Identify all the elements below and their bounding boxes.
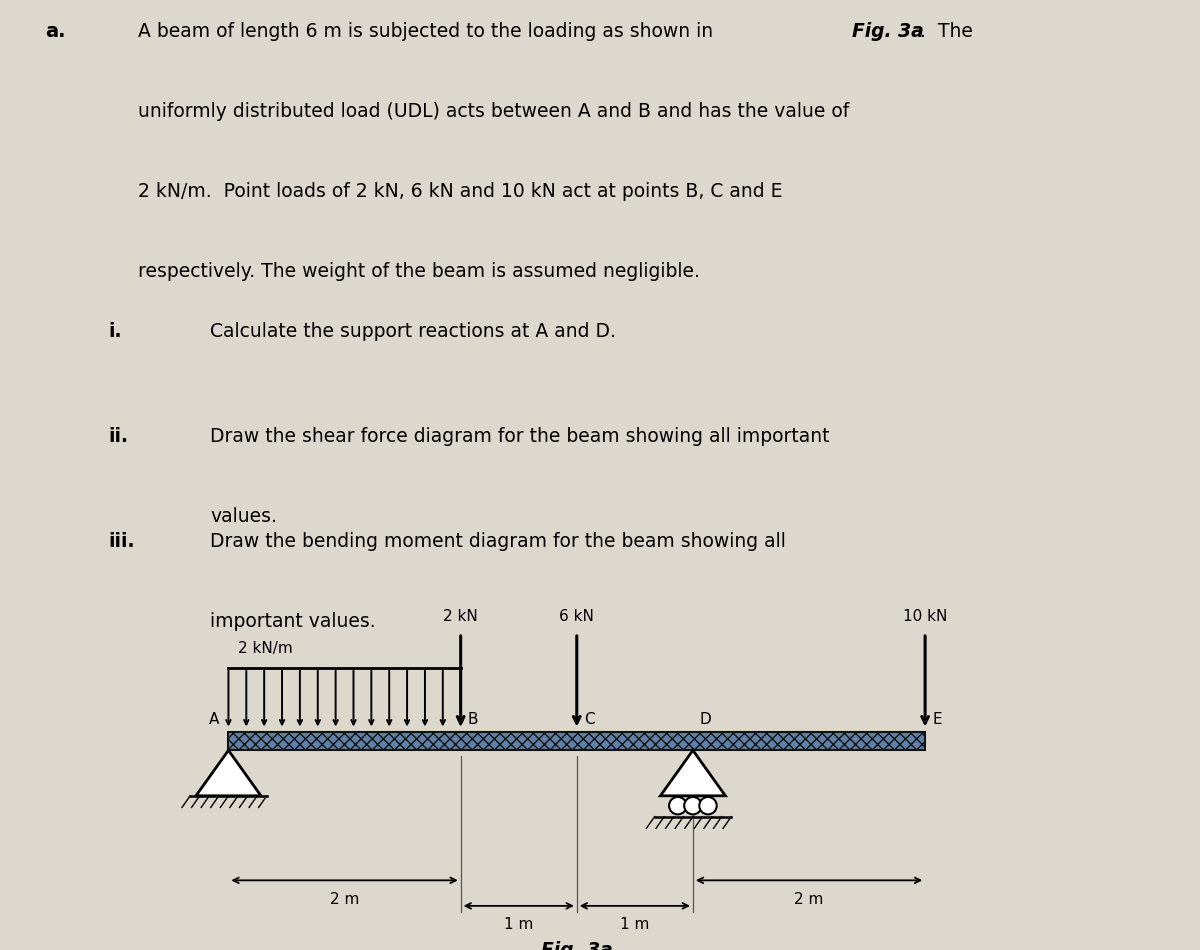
Polygon shape (660, 750, 725, 796)
Text: .  The: . The (920, 22, 973, 41)
Text: i.: i. (108, 322, 121, 341)
Text: B: B (468, 712, 478, 727)
Text: A: A (209, 712, 220, 727)
Text: 2 m: 2 m (794, 892, 823, 907)
Text: 2 m: 2 m (330, 892, 359, 907)
Text: 6 kN: 6 kN (559, 609, 594, 624)
Text: values.: values. (210, 507, 277, 526)
Text: 2 kN: 2 kN (443, 609, 478, 624)
Text: 1 m: 1 m (504, 918, 534, 933)
Text: 10 kN: 10 kN (902, 609, 947, 624)
Text: important values.: important values. (210, 612, 376, 631)
Text: A beam of length 6 m is subjected to the loading as shown in: A beam of length 6 m is subjected to the… (138, 22, 719, 41)
Text: Draw the shear force diagram for the beam showing all important: Draw the shear force diagram for the bea… (210, 428, 829, 446)
Text: D: D (700, 712, 712, 727)
Text: Draw the bending moment diagram for the beam showing all: Draw the bending moment diagram for the … (210, 532, 786, 551)
Polygon shape (196, 750, 260, 796)
Text: ii.: ii. (108, 428, 128, 446)
Text: respectively. The weight of the beam is assumed negligible.: respectively. The weight of the beam is … (138, 261, 700, 280)
Text: Fig. 3a: Fig. 3a (541, 940, 613, 950)
Bar (228, 732, 925, 750)
Text: Calculate the support reactions at A and D.: Calculate the support reactions at A and… (210, 322, 616, 341)
Text: uniformly distributed load (UDL) acts between A and B and has the value of: uniformly distributed load (UDL) acts be… (138, 102, 850, 121)
Text: 2 kN/m.  Point loads of 2 kN, 6 kN and 10 kN act at points B, C and E: 2 kN/m. Point loads of 2 kN, 6 kN and 10… (138, 181, 782, 200)
Circle shape (670, 797, 686, 814)
Text: 2 kN/m: 2 kN/m (238, 641, 293, 656)
Text: Fig. 3a: Fig. 3a (852, 22, 924, 41)
Circle shape (684, 797, 702, 814)
Text: E: E (932, 712, 942, 727)
Text: iii.: iii. (108, 532, 134, 551)
Text: a.: a. (46, 22, 66, 41)
Circle shape (700, 797, 716, 814)
Text: 1 m: 1 m (620, 918, 649, 933)
Text: C: C (583, 712, 594, 727)
